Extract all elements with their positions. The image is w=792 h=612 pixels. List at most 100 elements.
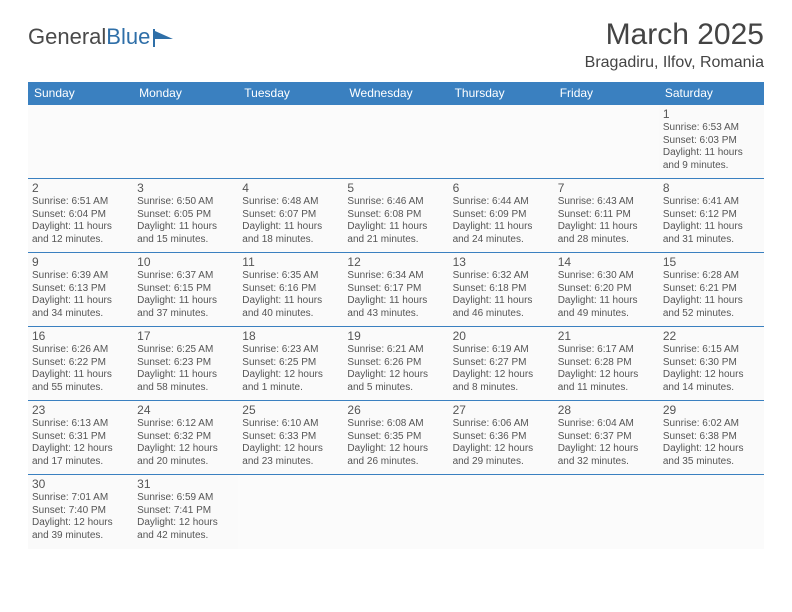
day-number: 24 [137,403,234,417]
sunset-text: Sunset: 6:27 PM [453,357,550,370]
title-block: March 2025 Bragadiru, Ilfov, Romania [585,18,764,72]
day-number: 25 [242,403,339,417]
sunset-text: Sunset: 6:12 PM [663,209,760,222]
calendar-day-cell: 6Sunrise: 6:44 AMSunset: 6:09 PMDaylight… [449,179,554,253]
sunset-text: Sunset: 6:09 PM [453,209,550,222]
sunset-text: Sunset: 6:32 PM [137,431,234,444]
calendar-week-row: 1Sunrise: 6:53 AMSunset: 6:03 PMDaylight… [28,105,764,179]
calendar-day-cell: 10Sunrise: 6:37 AMSunset: 6:15 PMDayligh… [133,253,238,327]
sunset-text: Sunset: 6:38 PM [663,431,760,444]
logo: GeneralBlue [28,24,175,50]
daylight-text: Daylight: 12 hours [32,443,129,456]
weekday-header: Saturday [659,82,764,105]
calendar-day-cell: 18Sunrise: 6:23 AMSunset: 6:25 PMDayligh… [238,327,343,401]
calendar-empty-cell [449,475,554,549]
day-number: 22 [663,329,760,343]
calendar-day-cell: 25Sunrise: 6:10 AMSunset: 6:33 PMDayligh… [238,401,343,475]
daylight-text: Daylight: 11 hours [663,147,760,160]
daylight-text: and 39 minutes. [32,530,129,543]
daylight-text: and 8 minutes. [453,382,550,395]
daylight-text: Daylight: 11 hours [453,221,550,234]
header: GeneralBlue March 2025 Bragadiru, Ilfov,… [28,18,764,72]
day-number: 4 [242,181,339,195]
daylight-text: and 35 minutes. [663,456,760,469]
daylight-text: Daylight: 11 hours [137,221,234,234]
sunrise-text: Sunrise: 6:43 AM [558,196,655,209]
sunset-text: Sunset: 6:17 PM [347,283,444,296]
day-number: 30 [32,477,129,491]
weekday-header: Friday [554,82,659,105]
sunrise-text: Sunrise: 6:17 AM [558,344,655,357]
daylight-text: Daylight: 11 hours [663,295,760,308]
day-number: 26 [347,403,444,417]
daylight-text: and 18 minutes. [242,234,339,247]
calendar-day-cell: 9Sunrise: 6:39 AMSunset: 6:13 PMDaylight… [28,253,133,327]
sunset-text: Sunset: 6:35 PM [347,431,444,444]
sunset-text: Sunset: 6:16 PM [242,283,339,296]
sunrise-text: Sunrise: 6:32 AM [453,270,550,283]
sunrise-text: Sunrise: 6:10 AM [242,418,339,431]
day-number: 1 [663,107,760,121]
daylight-text: Daylight: 12 hours [347,443,444,456]
sunrise-text: Sunrise: 6:12 AM [137,418,234,431]
location: Bragadiru, Ilfov, Romania [585,54,764,72]
sunset-text: Sunset: 6:33 PM [242,431,339,444]
day-number: 2 [32,181,129,195]
sunrise-text: Sunrise: 6:08 AM [347,418,444,431]
calendar-week-row: 2Sunrise: 6:51 AMSunset: 6:04 PMDaylight… [28,179,764,253]
sunrise-text: Sunrise: 6:53 AM [663,122,760,135]
sunrise-text: Sunrise: 6:35 AM [242,270,339,283]
calendar-day-cell: 1Sunrise: 6:53 AMSunset: 6:03 PMDaylight… [659,105,764,179]
calendar-day-cell: 11Sunrise: 6:35 AMSunset: 6:16 PMDayligh… [238,253,343,327]
sunset-text: Sunset: 6:23 PM [137,357,234,370]
daylight-text: Daylight: 11 hours [347,295,444,308]
sunrise-text: Sunrise: 6:39 AM [32,270,129,283]
weekday-header: Monday [133,82,238,105]
daylight-text: and 20 minutes. [137,456,234,469]
calendar-empty-cell [133,105,238,179]
daylight-text: Daylight: 11 hours [663,221,760,234]
sunset-text: Sunset: 6:04 PM [32,209,129,222]
calendar-day-cell: 5Sunrise: 6:46 AMSunset: 6:08 PMDaylight… [343,179,448,253]
daylight-text: Daylight: 11 hours [32,369,129,382]
sunset-text: Sunset: 7:41 PM [137,505,234,518]
daylight-text: Daylight: 12 hours [663,369,760,382]
calendar-day-cell: 27Sunrise: 6:06 AMSunset: 6:36 PMDayligh… [449,401,554,475]
daylight-text: and 21 minutes. [347,234,444,247]
calendar-week-row: 23Sunrise: 6:13 AMSunset: 6:31 PMDayligh… [28,401,764,475]
sunrise-text: Sunrise: 6:48 AM [242,196,339,209]
calendar-empty-cell [238,105,343,179]
sunset-text: Sunset: 6:15 PM [137,283,234,296]
daylight-text: Daylight: 12 hours [453,443,550,456]
daylight-text: Daylight: 12 hours [137,517,234,530]
month-title: March 2025 [585,18,764,52]
calendar-day-cell: 30Sunrise: 7:01 AMSunset: 7:40 PMDayligh… [28,475,133,549]
sunrise-text: Sunrise: 6:26 AM [32,344,129,357]
calendar-day-cell: 19Sunrise: 6:21 AMSunset: 6:26 PMDayligh… [343,327,448,401]
day-number: 19 [347,329,444,343]
daylight-text: Daylight: 11 hours [242,295,339,308]
daylight-text: Daylight: 12 hours [242,443,339,456]
sunset-text: Sunset: 6:26 PM [347,357,444,370]
daylight-text: and 11 minutes. [558,382,655,395]
day-number: 29 [663,403,760,417]
day-number: 3 [137,181,234,195]
sunrise-text: Sunrise: 6:30 AM [558,270,655,283]
calendar-body: 1Sunrise: 6:53 AMSunset: 6:03 PMDaylight… [28,105,764,549]
day-number: 12 [347,255,444,269]
day-number: 28 [558,403,655,417]
daylight-text: Daylight: 12 hours [558,369,655,382]
sunset-text: Sunset: 6:07 PM [242,209,339,222]
sunset-text: Sunset: 7:40 PM [32,505,129,518]
calendar-day-cell: 3Sunrise: 6:50 AMSunset: 6:05 PMDaylight… [133,179,238,253]
daylight-text: and 5 minutes. [347,382,444,395]
calendar-day-cell: 31Sunrise: 6:59 AMSunset: 7:41 PMDayligh… [133,475,238,549]
sunrise-text: Sunrise: 6:21 AM [347,344,444,357]
sunset-text: Sunset: 6:22 PM [32,357,129,370]
calendar-empty-cell [554,105,659,179]
sunrise-text: Sunrise: 6:04 AM [558,418,655,431]
calendar-day-cell: 22Sunrise: 6:15 AMSunset: 6:30 PMDayligh… [659,327,764,401]
sunrise-text: Sunrise: 6:37 AM [137,270,234,283]
day-number: 9 [32,255,129,269]
daylight-text: Daylight: 12 hours [137,443,234,456]
